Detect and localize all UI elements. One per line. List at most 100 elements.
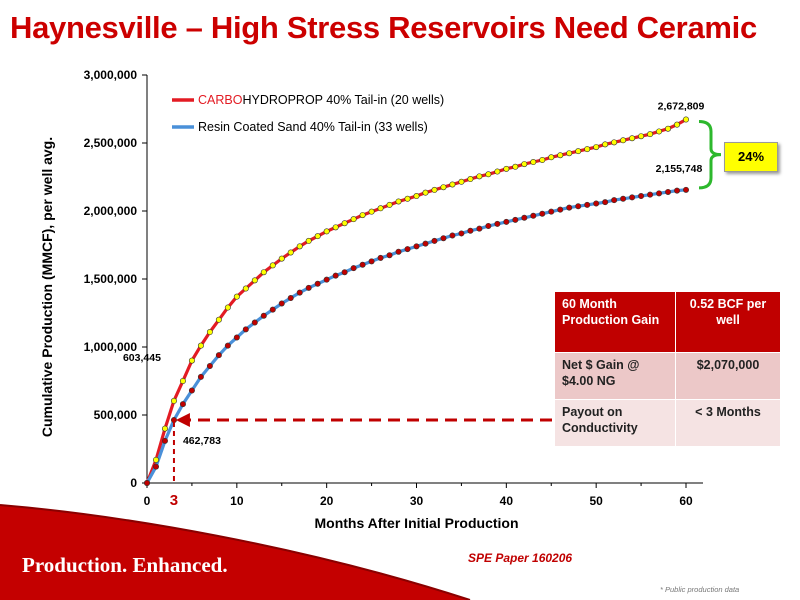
gain-table: 60 Month Production Gain 0.52 BCF per we… <box>554 291 781 447</box>
x-tick-label: 50 <box>589 494 603 508</box>
data-point-0 <box>170 397 177 404</box>
data-point-1 <box>476 225 483 232</box>
data-point-1 <box>503 218 510 225</box>
data-point-0 <box>242 285 249 292</box>
legend-brand: CARBO <box>198 93 243 107</box>
data-point-1 <box>368 258 375 265</box>
data-point-1 <box>413 243 420 250</box>
data-point-0 <box>404 195 411 202</box>
data-point-0 <box>674 121 681 128</box>
data-point-1 <box>575 203 582 210</box>
data-point-1 <box>611 197 618 204</box>
x-tick-label: 20 <box>320 494 334 508</box>
data-point-0 <box>314 233 321 240</box>
data-point-0 <box>539 157 546 164</box>
data-point-1 <box>530 212 537 219</box>
data-point-1 <box>494 220 501 227</box>
data-point-0 <box>368 208 375 215</box>
data-point-1 <box>557 206 564 213</box>
resin-end-label: 2,155,748 <box>656 163 703 175</box>
data-point-0 <box>224 304 231 311</box>
data-point-0 <box>638 133 645 140</box>
data-point-1 <box>593 200 600 207</box>
data-point-0 <box>179 377 186 384</box>
data-point-1 <box>350 265 357 272</box>
y-axis-title: Cumulative Production (MMCF), per well a… <box>39 137 55 437</box>
data-point-0 <box>521 161 528 168</box>
y-tick-label: 3,000,000 <box>84 68 138 82</box>
page-title: Haynesville – High Stress Reservoirs Nee… <box>10 10 757 45</box>
legend-text: HYDROPROP 40% Tail-in (20 wells) <box>242 93 444 107</box>
y-tick-label: 500,000 <box>94 408 138 422</box>
data-point-0 <box>251 277 258 284</box>
data-point-0 <box>431 186 438 193</box>
data-point-0 <box>485 171 492 178</box>
payout-arrowhead <box>175 413 190 428</box>
data-point-1 <box>584 201 591 208</box>
data-point-1 <box>332 272 339 279</box>
legend-text: Resin Coated Sand 40% Tail-in (33 wells) <box>198 120 428 134</box>
table-cell: 60 Month Production Gain <box>555 292 675 352</box>
data-point-1 <box>341 269 348 276</box>
x-tick-label: 60 <box>679 494 693 508</box>
x-tick-label: 0 <box>144 494 151 508</box>
data-point-1 <box>539 210 546 217</box>
data-point-1 <box>404 246 411 253</box>
data-point-1 <box>305 284 312 291</box>
x-tick-label: 30 <box>410 494 424 508</box>
data-point-1 <box>682 186 689 193</box>
chart-legend: CARBOHYDROPROP 40% Tail-in (20 wells) Res… <box>172 93 444 134</box>
data-point-0 <box>161 425 168 432</box>
data-point-0 <box>629 135 636 142</box>
data-point-1 <box>152 463 159 470</box>
data-point-1 <box>323 276 330 283</box>
legend-entry: Resin Coated Sand 40% Tail-in (33 wells) <box>198 120 428 134</box>
data-point-1 <box>449 232 456 239</box>
data-point-0 <box>566 150 573 157</box>
legend-entry: CARBOHYDROPROP 40% Tail-in (20 wells) <box>198 93 444 107</box>
chart-annotations: 2,672,809 2,155,748 603,445 462,783 3 <box>123 100 722 509</box>
data-point-1 <box>233 334 240 341</box>
difference-bracket <box>698 119 722 190</box>
y-tick-label: 2,500,000 <box>84 136 138 150</box>
data-point-0 <box>602 141 609 148</box>
data-point-0 <box>341 220 348 227</box>
data-point-1 <box>377 254 384 261</box>
data-point-0 <box>611 139 618 146</box>
data-point-0 <box>557 152 564 159</box>
data-point-0 <box>269 262 276 269</box>
data-point-1 <box>161 437 168 444</box>
x-tick-label: 40 <box>500 494 514 508</box>
data-point-1 <box>647 191 654 198</box>
data-point-0 <box>197 342 204 349</box>
data-point-0 <box>494 168 501 175</box>
chart-marks <box>144 116 689 486</box>
carbo-end-label: 2,672,809 <box>658 100 705 112</box>
data-point-0 <box>548 154 555 161</box>
data-point-0 <box>422 189 429 196</box>
difference-percent-badge: 24% <box>724 142 778 172</box>
table-row: Payout on Conductivity < 3 Months <box>555 400 780 446</box>
table-cell: Payout on Conductivity <box>555 400 675 446</box>
data-point-1 <box>269 306 276 313</box>
data-point-1 <box>422 240 429 247</box>
data-point-1 <box>485 222 492 229</box>
y-tick-label: 0 <box>130 476 137 490</box>
data-point-0 <box>206 329 213 336</box>
y-tick-label: 1,000,000 <box>84 340 138 354</box>
data-point-0 <box>260 269 267 276</box>
data-point-0 <box>359 212 366 219</box>
data-point-1 <box>215 352 222 359</box>
y-tick-label: 2,000,000 <box>84 204 138 218</box>
data-point-0 <box>296 243 303 250</box>
table-cell: Net $ Gain @ $4.00 NG <box>555 353 675 399</box>
data-point-0 <box>287 249 294 256</box>
data-point-1 <box>548 208 555 215</box>
table-row: Net $ Gain @ $4.00 NG $2,070,000 <box>555 353 780 399</box>
x-axis-title: Months After Initial Production <box>314 515 518 531</box>
data-point-0 <box>413 193 420 200</box>
data-point-0 <box>503 165 510 172</box>
data-point-1 <box>260 312 267 319</box>
data-point-1 <box>242 326 249 333</box>
data-point-0 <box>584 146 591 153</box>
